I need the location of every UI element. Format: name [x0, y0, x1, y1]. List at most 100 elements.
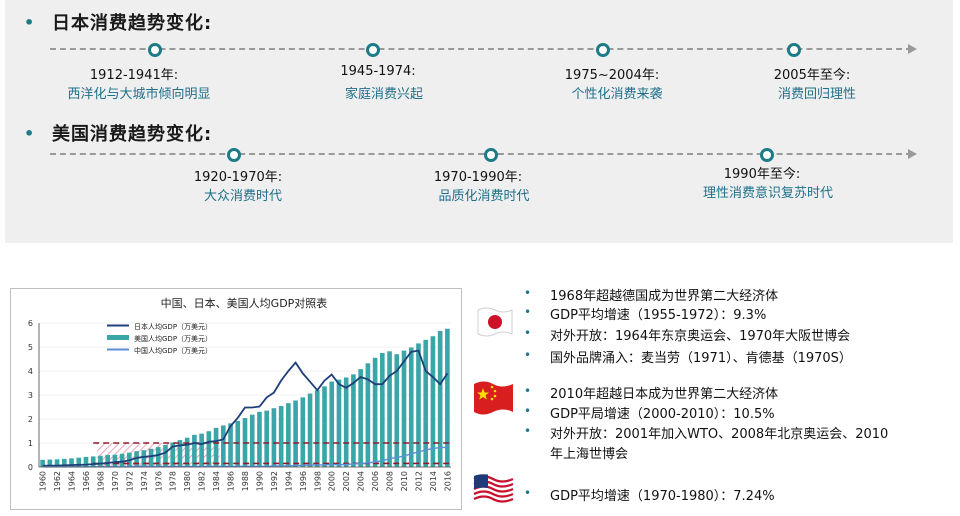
note-bullet: •: [524, 424, 532, 438]
japan-event-desc: 家庭消费兴起: [344, 87, 424, 102]
x-tick-label: 2014: [429, 471, 438, 491]
gdp-chart-frame: 1960 1962 1964 1966 1968 1970 1972 1974 1976 1978…: [10, 288, 462, 510]
japan-event-year: 1912-1941年:: [89, 68, 179, 83]
us-gdp-bar: [358, 369, 363, 467]
us-gdp-bar: [365, 363, 371, 467]
us-trend-title: 美国消费趋势变化:: [52, 124, 213, 145]
us-gdp-bar: [213, 427, 219, 467]
us-bullet: •: [24, 124, 35, 143]
x-tick-label: 2006: [371, 471, 380, 491]
us-gdp-bar: [90, 456, 96, 467]
us-event-desc: 理性消费意识复苏时代: [702, 186, 834, 201]
us-gdp-bar: [372, 357, 378, 467]
us-gdp-bar: [271, 408, 277, 467]
y-tick-label: 0: [28, 463, 33, 472]
y-tick-label: 4: [28, 367, 33, 376]
japan-event-marker: [787, 43, 801, 57]
us-flag-icon: [473, 473, 514, 507]
us-gdp-bar: [343, 377, 349, 467]
japan-note: 国外品牌涌入：麦当劳（1971）、肯德基（1970S）: [550, 351, 852, 366]
us-gdp-bar: [105, 455, 110, 467]
note-bullet: •: [524, 305, 532, 319]
x-tick-label: 1964: [68, 471, 77, 491]
us-gdp-bar: [163, 444, 168, 467]
us-event-marker: [760, 148, 774, 162]
x-tick-label: 1990: [255, 471, 264, 491]
note-bullet: •: [524, 404, 532, 418]
x-tick-label: 1972: [125, 471, 134, 491]
note-bullet: •: [524, 286, 532, 300]
us-gdp-bar: [394, 354, 400, 467]
x-tick-label: 2010: [400, 471, 409, 491]
japan-event-year: 1975~2004年:: [564, 68, 660, 83]
trend-panel: [5, 0, 953, 243]
legend-label: 美国人均GDP（万美元）: [134, 334, 212, 343]
us-gdp-bar: [445, 328, 450, 467]
y-tick-label: 5: [28, 343, 33, 352]
chart-title: 中国、日本、美国人均GDP对照表: [161, 296, 328, 310]
us-event-marker: [227, 148, 241, 162]
us-gdp-bar: [314, 390, 320, 467]
us-gdp-bar: [322, 386, 327, 467]
x-tick-label: 2000: [328, 471, 337, 491]
china-note: 2010年超越日本成为世界第二大经济体: [550, 387, 779, 402]
x-tick-label: 1974: [140, 471, 149, 491]
japan-bullet: •: [24, 13, 35, 32]
legend-label: 日本人均GDP（万美元）: [134, 322, 212, 331]
us-gdp-bar: [141, 450, 147, 467]
y-tick-label: 6: [28, 319, 33, 328]
x-tick-label: 1994: [284, 471, 293, 491]
us-timeline-arrow: [908, 149, 917, 159]
us-gdp-bar: [199, 433, 204, 467]
us-gdp-bar: [134, 451, 139, 467]
japan-event-marker: [148, 43, 162, 57]
us-gdp-bar: [264, 410, 269, 467]
china-note: GDP平局增速（2000-2010）：10.5%: [550, 407, 775, 422]
y-tick-label: 2: [28, 415, 33, 424]
us-note: GDP平均增速（1970-1980）：7.24%: [550, 489, 775, 504]
x-tick-label: 1998: [313, 471, 322, 491]
japan-event-year: 2005年至今:: [773, 68, 851, 83]
us-event-marker: [484, 148, 498, 162]
us-gdp-bar: [83, 456, 89, 467]
us-gdp-bar: [257, 411, 262, 467]
x-tick-label: 1968: [96, 471, 105, 491]
japan-event-marker: [596, 43, 610, 57]
us-gdp-bar: [300, 397, 306, 467]
us-gdp-bar: [206, 431, 212, 467]
y-tick-label: 3: [28, 391, 33, 400]
japan-trend-title: 日本消费趋势变化:: [52, 13, 213, 34]
us-event-desc: 品质化消费时代: [438, 189, 530, 204]
china-flag-icon: [474, 381, 513, 415]
legend-swatch: [107, 335, 129, 340]
us-gdp-bar: [351, 374, 356, 467]
us-gdp-bar: [329, 381, 335, 467]
x-tick-label: 1978: [169, 471, 178, 491]
x-tick-label: 2004: [357, 471, 366, 491]
x-tick-label: 1984: [212, 471, 221, 491]
japan-event-marker: [366, 43, 380, 57]
japan-timeline-arrow: [908, 44, 917, 54]
x-tick-label: 1992: [270, 471, 279, 491]
japan-event-desc: 西洋化与大城市倾向明显: [67, 87, 211, 102]
us-gdp-bar: [249, 414, 255, 467]
x-tick-label: 1962: [53, 471, 62, 491]
y-tick-label: 1: [28, 439, 33, 448]
china-note: 对外开放：2001年加入WTO、2008年北京奥运会、2010: [550, 427, 889, 442]
us-event-year: 1990年至今:: [723, 167, 801, 182]
x-tick-label: 2008: [386, 471, 395, 491]
us-gdp-bar: [98, 455, 103, 467]
us-gdp-bar: [119, 453, 125, 467]
legend-label: 中国人均GDP（万美元）: [134, 346, 212, 355]
us-gdp-bar: [408, 347, 414, 467]
us-event-year: 1970-1990年:: [433, 170, 523, 185]
us-gdp-bar: [401, 350, 407, 467]
us-gdp-bar: [112, 454, 118, 467]
us-gdp-bar: [76, 457, 82, 467]
us-gdp-bar: [221, 425, 226, 467]
gdp-per-capita-chart: 1960 1962 1964 1966 1968 1970 1972 1974 1976 1978…: [28, 296, 452, 491]
us-gdp-bar: [69, 458, 74, 467]
note-bullet: •: [524, 326, 532, 340]
us-gdp-bar: [40, 459, 45, 467]
us-gdp-bar: [430, 336, 436, 467]
